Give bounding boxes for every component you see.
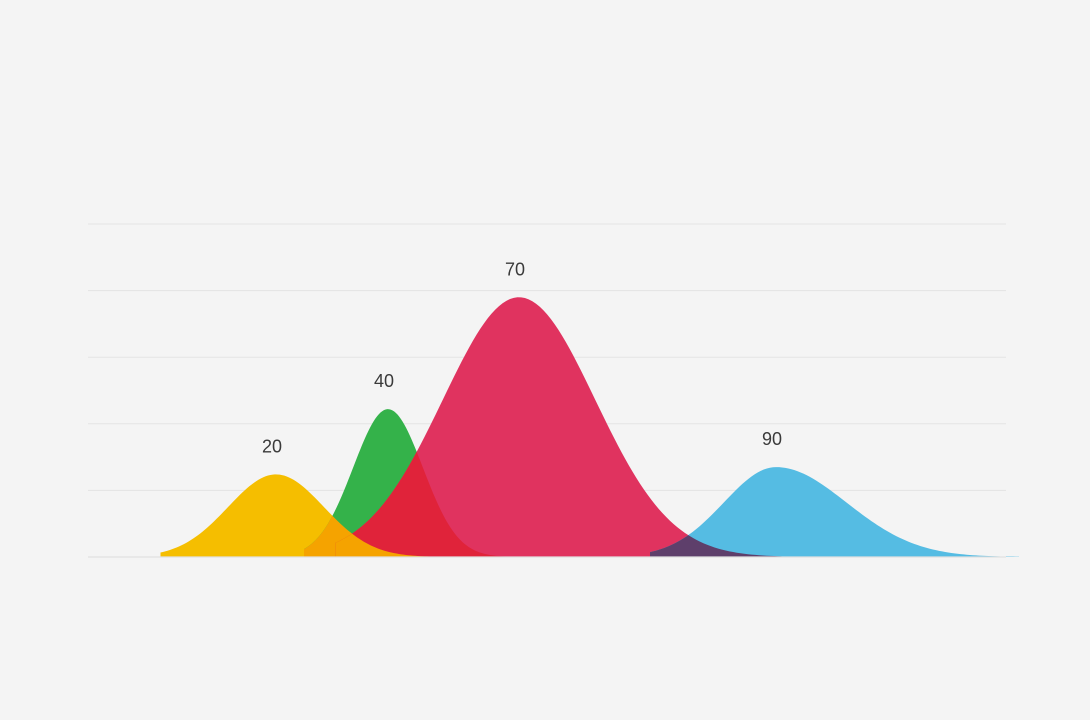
- area-series-70: [335, 297, 782, 557]
- area-series-20: [160, 474, 441, 557]
- peak-labels: 20 40 70 90: [262, 259, 782, 456]
- area-series-90: [650, 467, 1019, 557]
- peak-label-70: 70: [505, 259, 525, 279]
- peak-label-20: 20: [262, 436, 282, 456]
- area-series-layer: [160, 297, 1019, 557]
- peak-label-40: 40: [374, 371, 394, 391]
- peak-label-90: 90: [762, 429, 782, 449]
